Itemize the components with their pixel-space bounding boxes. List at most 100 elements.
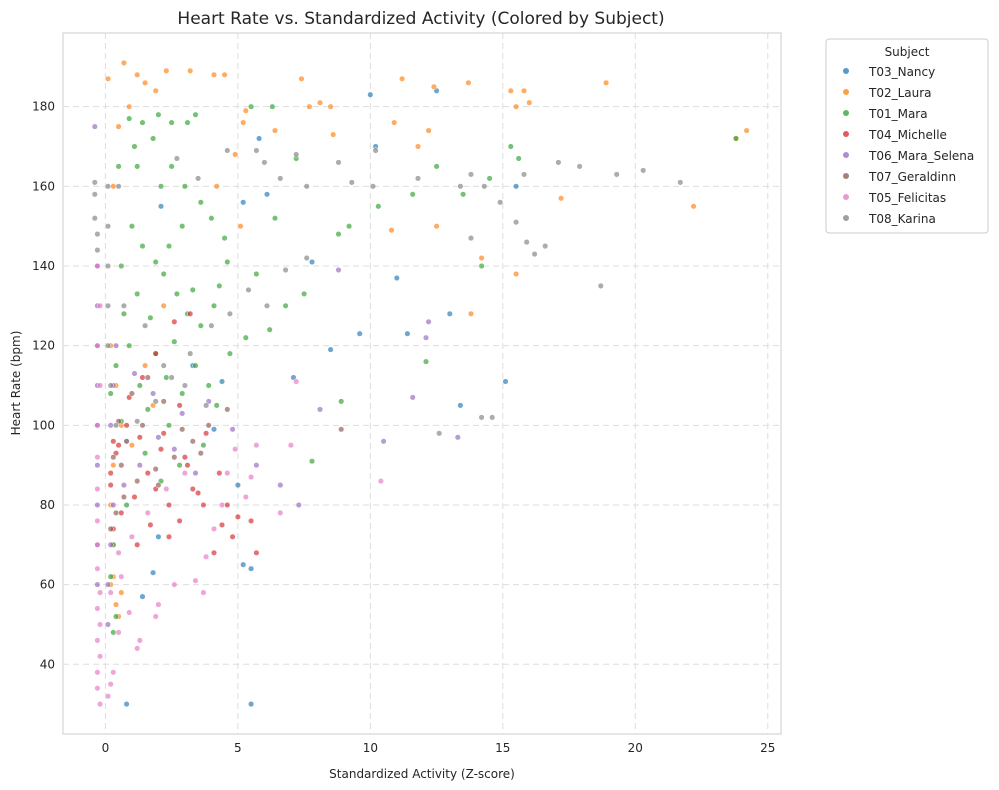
data-point: [150, 135, 157, 142]
data-point: [346, 223, 353, 230]
data-point: [253, 147, 260, 154]
data-point: [203, 430, 210, 437]
data-point: [147, 314, 154, 321]
data-point: [120, 59, 127, 66]
data-point: [115, 183, 122, 190]
data-point: [436, 430, 443, 437]
data-point: [173, 290, 180, 297]
data-point: [165, 501, 173, 509]
data-point: [110, 454, 117, 461]
data-point: [115, 123, 122, 130]
data-point: [128, 223, 135, 230]
data-point: [126, 115, 133, 122]
data-point: [160, 362, 167, 369]
data-point: [261, 159, 268, 166]
data-point: [507, 87, 514, 94]
data-point: [179, 390, 186, 397]
data-point: [367, 91, 374, 98]
data-point: [308, 258, 316, 266]
data-point: [224, 258, 231, 266]
data-point: [134, 71, 141, 78]
data-point: [282, 302, 289, 309]
data-point: [293, 151, 300, 158]
data-point: [94, 485, 101, 493]
data-point: [457, 183, 464, 190]
data-point: [308, 458, 316, 465]
data-point: [160, 398, 167, 405]
data-point: [94, 454, 101, 461]
data-point: [513, 103, 520, 110]
data-point: [197, 322, 204, 329]
legend-label: T01_Mara: [868, 107, 928, 121]
data-point: [192, 111, 199, 118]
data-point: [94, 231, 101, 238]
data-point: [216, 282, 223, 289]
data-point: [316, 406, 324, 413]
data-point: [478, 254, 485, 262]
data-point: [155, 533, 162, 540]
data-point: [430, 83, 437, 90]
data-point: [301, 290, 308, 297]
data-point: [150, 569, 157, 576]
data-point: [134, 290, 141, 297]
data-point: [115, 629, 122, 636]
data-point: [316, 99, 324, 106]
data-point: [425, 318, 432, 325]
data-point: [253, 549, 260, 556]
data-point: [203, 553, 210, 560]
data-point: [128, 390, 135, 397]
data-point: [229, 426, 236, 433]
data-point: [181, 183, 188, 190]
data-point: [104, 621, 112, 628]
legend-marker: [843, 89, 849, 95]
data-point: [242, 493, 249, 501]
data-point: [94, 342, 101, 349]
data-point: [263, 302, 271, 309]
data-point: [155, 482, 162, 489]
data-point: [213, 402, 220, 409]
data-point: [152, 87, 159, 94]
data-point: [335, 231, 342, 238]
data-point: [433, 223, 440, 230]
data-point: [91, 123, 98, 130]
data-point: [128, 442, 135, 449]
data-point: [303, 254, 310, 262]
data-point: [168, 163, 175, 170]
data-point: [465, 79, 472, 86]
legend-items: T03_Nancy T02_Laura T01_Mara T04_Michelle T0…: [843, 65, 974, 226]
data-point: [404, 330, 411, 337]
data-point: [327, 103, 334, 110]
legend-label: T05_Felicitas: [868, 191, 946, 205]
data-point: [94, 581, 101, 588]
data-point: [531, 251, 538, 258]
data-point: [433, 163, 440, 170]
data-point: [97, 302, 104, 309]
data-point: [234, 482, 241, 489]
data-point: [110, 183, 117, 190]
legend-item: T05_Felicitas: [843, 191, 946, 205]
data-point: [282, 266, 289, 274]
data-point: [195, 489, 202, 497]
grid-lines: [63, 33, 781, 734]
data-points: [91, 59, 750, 708]
data-point: [107, 482, 114, 489]
legend-label: T04_Michelle: [868, 128, 947, 142]
data-point: [104, 183, 112, 190]
data-point: [513, 183, 520, 190]
data-point: [520, 87, 528, 94]
data-point: [173, 155, 180, 162]
data-point: [425, 127, 432, 134]
x-tick-label: 0: [102, 741, 110, 755]
data-point: [277, 509, 284, 516]
data-point: [142, 79, 149, 86]
data-point: [184, 462, 191, 469]
data-point: [192, 470, 199, 477]
data-point: [176, 462, 183, 469]
x-tick-label: 20: [628, 741, 643, 755]
data-point: [176, 517, 183, 524]
data-point: [356, 330, 363, 337]
data-point: [205, 422, 212, 429]
legend-label: T03_Nancy: [868, 65, 935, 79]
data-point: [399, 75, 406, 82]
data-point: [176, 402, 183, 409]
